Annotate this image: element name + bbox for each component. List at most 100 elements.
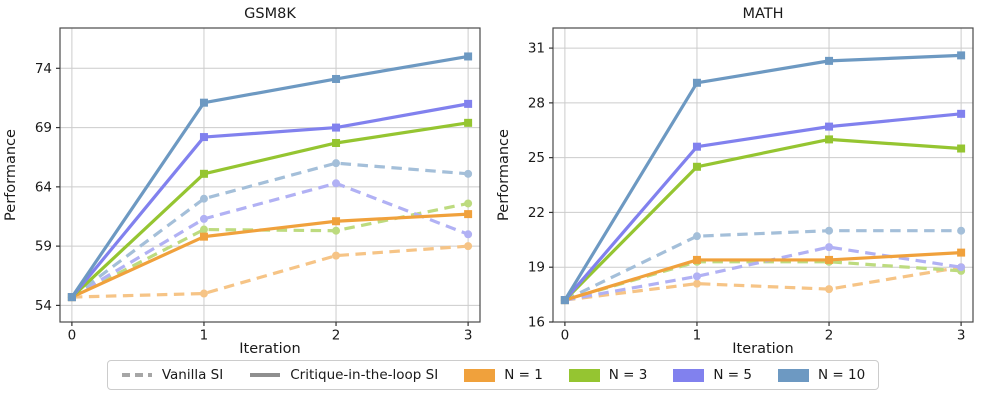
legend-item-n-3: N = 3 xyxy=(568,367,648,383)
data-point-marker xyxy=(825,226,834,235)
legend-row: Vanilla SI Critique-in-the-loop SI N = 1 N … xyxy=(0,358,986,390)
y-tick-label: 25 xyxy=(528,150,545,166)
x-tick-label: 3 xyxy=(957,328,966,344)
data-point-marker xyxy=(67,293,76,302)
legend-label: Vanilla SI xyxy=(161,367,224,383)
series-line-critique-in-the-loop-si-n-1 xyxy=(564,251,962,302)
data-point-marker xyxy=(464,118,473,127)
data-point-marker xyxy=(825,135,834,144)
math-chart-canvas: 0 1 2 3 16 19 22 25 28 31 MATH Iteration Performance xyxy=(496,6,974,357)
data-point-marker xyxy=(464,242,473,251)
series-line-critique-in-the-loop-si-n-1 xyxy=(71,212,469,299)
y-tick-label: 64 xyxy=(35,179,52,195)
data-point-marker xyxy=(464,52,473,61)
legend-label: Critique-in-the-loop SI xyxy=(290,367,439,383)
data-point-marker xyxy=(464,169,473,178)
data-point-marker xyxy=(560,296,569,305)
data-point-marker xyxy=(692,272,701,281)
series-line-critique-in-the-loop-si-n-10 xyxy=(563,53,962,301)
legend-label: N = 3 xyxy=(608,367,648,383)
data-point-marker xyxy=(825,56,834,65)
data-point-marker xyxy=(825,122,834,131)
y-tick-label: 54 xyxy=(35,298,52,314)
data-point-marker xyxy=(692,255,701,264)
data-point-marker xyxy=(464,230,473,239)
legend-label: N = 1 xyxy=(504,367,543,383)
data-point-marker xyxy=(199,232,208,241)
x-tick-label: 1 xyxy=(200,328,209,344)
series-line-critique-in-the-loop-si-n-5 xyxy=(563,112,962,302)
gsm8k-chart-canvas: 0 1 2 3 54 59 64 69 74 GSM8K Iteration Performance xyxy=(3,6,481,357)
x-tick-label: 0 xyxy=(68,328,77,344)
data-point-marker xyxy=(825,285,834,294)
charts-row: 0 1 2 3 54 59 64 69 74 GSM8K Iteration Performance … xyxy=(0,0,986,358)
y-axis-label: Performance xyxy=(496,129,512,221)
data-point-marker xyxy=(332,123,341,132)
x-tick-label: 2 xyxy=(825,328,834,344)
data-point-marker xyxy=(692,162,701,171)
y-tick-label: 16 xyxy=(528,315,545,331)
data-point-marker xyxy=(692,232,701,241)
data-point-marker xyxy=(692,279,701,288)
legend-item-n-1: N = 1 xyxy=(464,367,543,383)
data-point-marker xyxy=(199,133,208,142)
data-point-marker xyxy=(199,225,208,234)
legend-item-vanilla-si: Vanilla SI xyxy=(121,367,223,383)
legend-item-n-10: N = 10 xyxy=(777,367,866,383)
y-tick-label: 28 xyxy=(528,95,545,111)
y-tick-label: 74 xyxy=(35,61,52,77)
data-point-marker xyxy=(199,289,208,298)
dashed-line-swatch xyxy=(121,373,152,377)
y-tick-label: 19 xyxy=(528,260,545,276)
data-point-marker xyxy=(332,179,341,188)
data-point-marker xyxy=(199,214,208,223)
solid-line-swatch xyxy=(250,373,281,377)
data-point-marker xyxy=(332,74,341,83)
series-line-critique-in-the-loop-si-n-3 xyxy=(70,121,469,299)
series-line-critique-in-the-loop-si-n-3 xyxy=(563,137,962,302)
data-point-marker xyxy=(332,226,341,235)
x-tick-label: 1 xyxy=(693,328,702,344)
data-point-marker xyxy=(957,109,966,118)
data-point-marker xyxy=(199,194,208,203)
color-patch-swatch xyxy=(777,368,809,382)
data-point-marker xyxy=(332,138,341,147)
gsm8k-chart-panel: 0 1 2 3 54 59 64 69 74 GSM8K Iteration Performance xyxy=(0,0,493,358)
data-point-marker xyxy=(332,251,341,260)
color-patch-swatch xyxy=(673,368,705,382)
x-tick-label: 3 xyxy=(464,328,473,344)
series-line-critique-in-the-loop-si-n-10 xyxy=(70,54,469,299)
math-chart-panel: 0 1 2 3 16 19 22 25 28 31 MATH Iteration Performance xyxy=(493,0,986,358)
data-point-marker xyxy=(825,243,834,252)
y-tick-label: 22 xyxy=(528,205,545,221)
data-point-marker xyxy=(464,99,473,108)
plot-border xyxy=(59,27,481,323)
data-point-marker xyxy=(957,51,966,60)
data-point-marker xyxy=(692,142,701,151)
x-axis-label: Iteration xyxy=(239,341,301,357)
legend-label: N = 5 xyxy=(713,367,752,383)
color-patch-swatch xyxy=(464,368,496,382)
x-tick-label: 0 xyxy=(561,328,570,344)
data-point-marker xyxy=(957,248,966,257)
x-tick-label: 2 xyxy=(332,328,341,344)
legend-item-critique-in-the-loop-si: Critique-in-the-loop SI xyxy=(249,367,438,383)
y-tick-label: 69 xyxy=(35,120,52,136)
legend-label: N = 10 xyxy=(817,367,866,383)
plot-border xyxy=(552,27,974,323)
data-point-marker xyxy=(957,263,966,272)
data-point-marker xyxy=(332,159,341,168)
series-line-vanilla-si-n-10 xyxy=(564,229,962,302)
data-point-marker xyxy=(464,199,473,208)
data-point-marker xyxy=(957,226,966,235)
data-point-marker xyxy=(825,255,834,264)
chart-title: GSM8K xyxy=(244,6,296,22)
color-patch-swatch xyxy=(568,368,600,382)
y-axis-label: Performance xyxy=(3,129,19,221)
data-point-marker xyxy=(199,98,208,107)
series-line-vanilla-si-n-1 xyxy=(564,265,962,302)
x-axis-label: Iteration xyxy=(732,341,794,357)
series-line-vanilla-si-n-5 xyxy=(71,181,469,299)
series-line-critique-in-the-loop-si-n-5 xyxy=(70,102,469,299)
